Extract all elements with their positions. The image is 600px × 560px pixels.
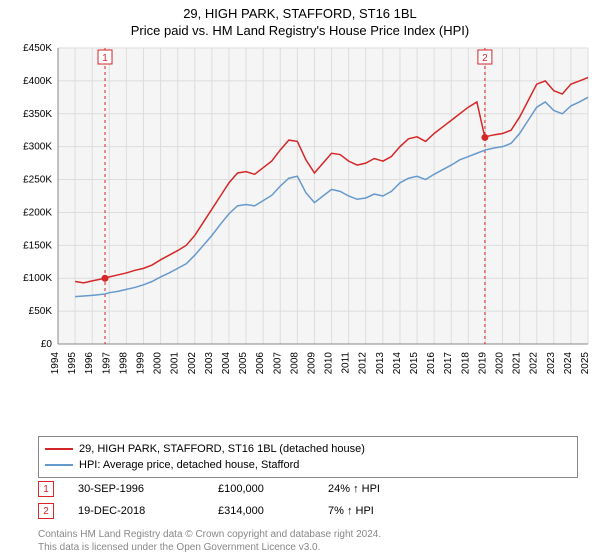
svg-text:2004: 2004 [221,352,232,375]
svg-text:£50K: £50K [29,306,53,317]
price-chart: £0 £50K £100K £150K £200K £250K £300K £350K £400… [0,44,600,404]
marker-pct: 24% ↑ HPI [328,483,448,495]
chart-subtitle: Price paid vs. HM Land Registry's House … [0,23,600,38]
svg-text:2012: 2012 [358,352,369,375]
legend-item: 29, HIGH PARK, STAFFORD, ST16 1BL (detac… [45,441,571,457]
svg-text:2024: 2024 [563,352,574,375]
svg-text:2000: 2000 [153,352,164,375]
svg-text:1995: 1995 [67,352,78,375]
marker-date: 30-SEP-1996 [78,483,218,495]
address-title: 29, HIGH PARK, STAFFORD, ST16 1BL [0,6,600,21]
legend-label: HPI: Average price, detached house, Staf… [79,459,299,471]
footer-attribution: Contains HM Land Registry data © Crown c… [38,528,381,554]
marker-row: 2 19-DEC-2018£314,0007% ↑ HPI [38,500,578,522]
svg-text:£450K: £450K [23,44,52,54]
svg-text:2005: 2005 [238,352,249,375]
svg-text:2014: 2014 [392,352,403,375]
svg-text:1997: 1997 [101,352,112,375]
svg-text:2006: 2006 [255,352,266,375]
svg-text:1998: 1998 [118,352,129,375]
footer-line-2: This data is licensed under the Open Gov… [38,541,381,554]
svg-text:2022: 2022 [529,352,540,375]
svg-text:2021: 2021 [512,352,523,375]
marker-row: 1 30-SEP-1996£100,00024% ↑ HPI [38,478,578,500]
marker-table: 1 30-SEP-1996£100,00024% ↑ HPI 2 19-DEC-201… [38,478,578,522]
marker-badge: 2 [38,503,54,519]
marker-pct: 7% ↑ HPI [328,505,448,517]
svg-text:2023: 2023 [546,352,557,375]
svg-text:£250K: £250K [23,175,52,186]
svg-text:2007: 2007 [272,352,283,375]
svg-text:2: 2 [482,53,488,64]
svg-text:2017: 2017 [443,352,454,375]
svg-text:£150K: £150K [23,240,52,251]
marker-price: £314,000 [218,505,328,517]
svg-text:£100K: £100K [23,273,52,284]
legend-swatch [45,448,73,450]
svg-text:£300K: £300K [23,142,52,153]
svg-text:£400K: £400K [23,76,52,87]
svg-text:1996: 1996 [84,352,95,375]
svg-text:1: 1 [102,53,108,64]
svg-text:2008: 2008 [289,352,300,375]
svg-text:2001: 2001 [170,352,181,375]
svg-text:2010: 2010 [324,352,335,375]
svg-text:1994: 1994 [50,352,61,375]
svg-text:2020: 2020 [495,352,506,375]
svg-text:2015: 2015 [409,352,420,375]
legend-item: HPI: Average price, detached house, Staf… [45,457,571,473]
svg-text:£350K: £350K [23,109,52,120]
svg-text:2003: 2003 [204,352,215,375]
svg-text:2018: 2018 [460,352,471,375]
svg-text:1999: 1999 [135,352,146,375]
svg-text:2019: 2019 [477,352,488,375]
svg-text:2016: 2016 [426,352,437,375]
legend-swatch [45,464,73,466]
legend-label: 29, HIGH PARK, STAFFORD, ST16 1BL (detac… [79,443,365,455]
svg-text:2025: 2025 [580,352,591,375]
svg-text:2002: 2002 [187,352,198,375]
marker-badge: 1 [38,481,54,497]
footer-line-1: Contains HM Land Registry data © Crown c… [38,528,381,541]
svg-text:2013: 2013 [375,352,386,375]
marker-price: £100,000 [218,483,328,495]
legend: 29, HIGH PARK, STAFFORD, ST16 1BL (detac… [38,436,578,478]
svg-text:2009: 2009 [306,352,317,375]
svg-text:2011: 2011 [341,352,352,374]
svg-text:£0: £0 [41,339,53,350]
svg-text:£200K: £200K [23,207,52,218]
marker-date: 19-DEC-2018 [78,505,218,517]
